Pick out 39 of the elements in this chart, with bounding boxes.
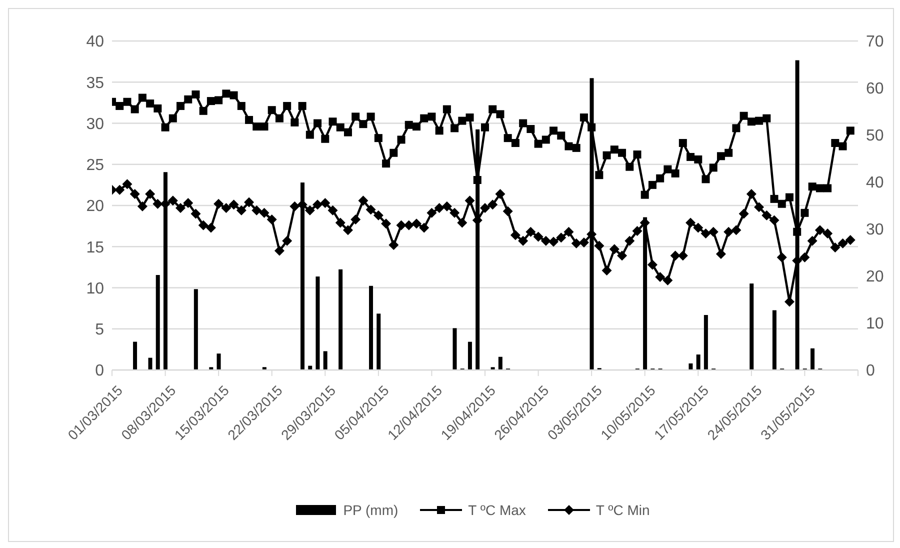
bar xyxy=(156,275,160,370)
bar xyxy=(772,310,776,370)
bar xyxy=(498,356,502,370)
bar xyxy=(704,315,708,370)
bar xyxy=(696,354,700,370)
y-tick-label: 30 xyxy=(86,116,104,133)
y2-tick-label: 10 xyxy=(866,316,884,333)
legend-label: T ºC Min xyxy=(596,502,650,518)
bar xyxy=(376,314,381,370)
y-tick-label: 25 xyxy=(86,157,104,174)
y2-tick-label: 50 xyxy=(866,128,884,145)
legend-label: PP (mm) xyxy=(343,502,398,518)
y-tick-label: 0 xyxy=(95,362,104,380)
bar xyxy=(468,342,472,370)
y-tick-label: 20 xyxy=(86,198,104,216)
y2-tick-label: 60 xyxy=(866,80,884,98)
bar xyxy=(369,286,374,370)
legend-label: T ºC Max xyxy=(468,502,526,518)
y2-tick-label: 30 xyxy=(866,222,884,239)
bar xyxy=(323,351,328,370)
y2-tick-label: 20 xyxy=(866,268,884,286)
y2-tick-label: 40 xyxy=(866,174,884,192)
y-tick-label: 40 xyxy=(86,34,104,51)
bar xyxy=(216,354,221,370)
bar xyxy=(688,363,693,370)
y2-tick-label: 0 xyxy=(866,362,875,380)
y-tick-label: 35 xyxy=(86,74,104,92)
y-tick-label: 10 xyxy=(86,280,104,298)
bar xyxy=(338,269,343,370)
bar xyxy=(148,358,152,370)
bar xyxy=(194,289,198,370)
y-tick-label: 5 xyxy=(95,322,104,339)
bar xyxy=(750,284,754,370)
y-tick-label: 15 xyxy=(86,239,104,256)
bar xyxy=(316,276,320,370)
bar xyxy=(133,342,138,370)
y2-tick-label: 70 xyxy=(866,34,884,51)
bar xyxy=(452,328,457,370)
bar xyxy=(810,348,815,370)
